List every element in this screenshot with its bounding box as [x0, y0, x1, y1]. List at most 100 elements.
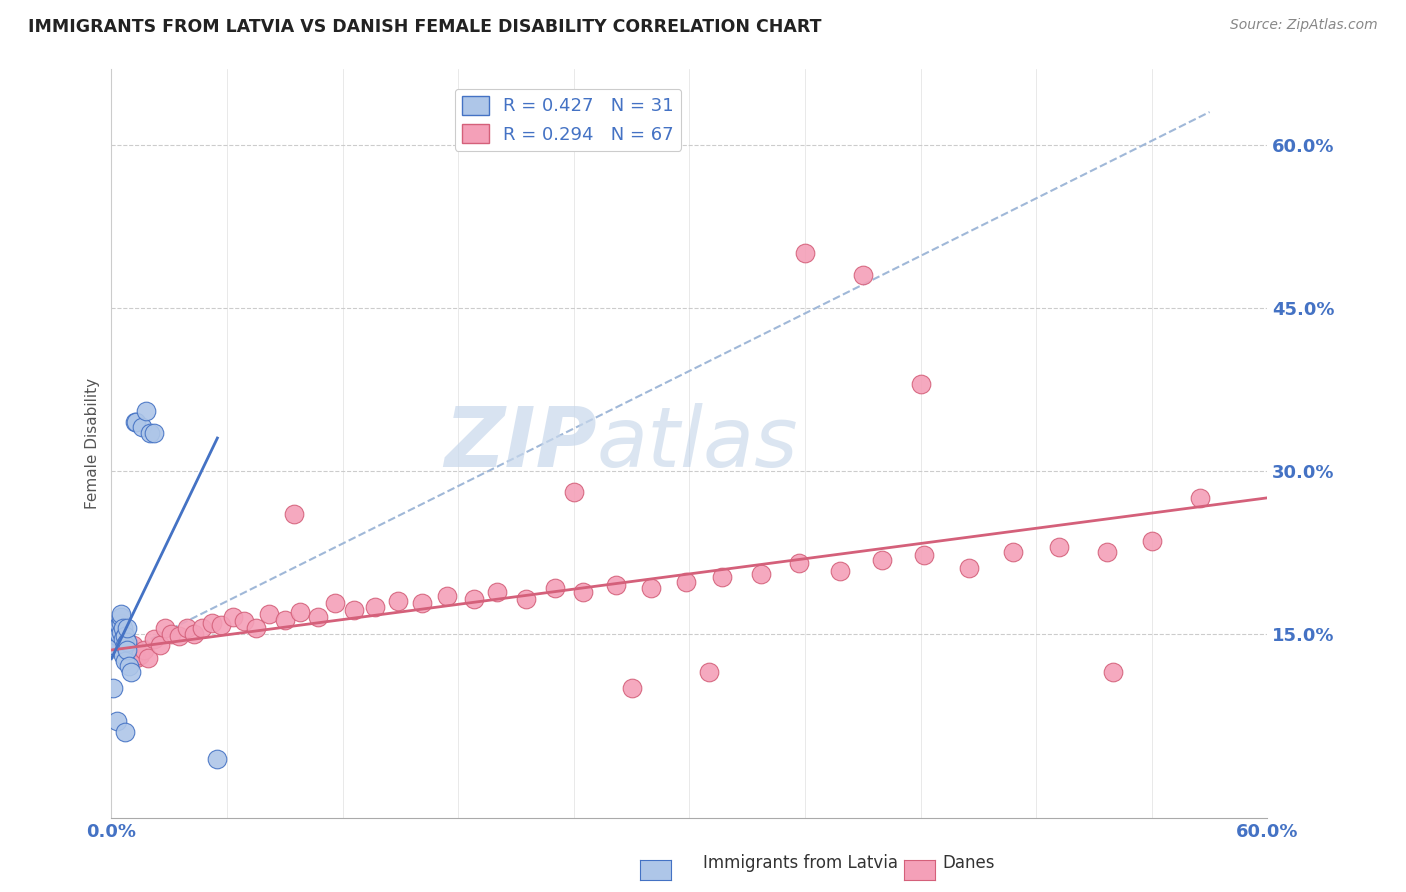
Point: [543, 581, 565, 595]
Point: [343, 603, 366, 617]
Point: [139, 425, 162, 440]
Point: [245, 621, 267, 635]
Point: [110, 615, 132, 630]
Point: [870, 553, 893, 567]
Point: [605, 578, 627, 592]
Y-axis label: Female Disability: Female Disability: [86, 378, 100, 509]
Point: [794, 246, 817, 260]
Point: [124, 646, 146, 660]
Point: [436, 589, 458, 603]
Point: [121, 638, 143, 652]
Point: [914, 549, 936, 563]
Point: [290, 605, 312, 619]
Point: [103, 681, 125, 695]
Point: [115, 635, 138, 649]
Point: [852, 268, 875, 282]
Point: [1047, 540, 1070, 554]
Point: [134, 643, 156, 657]
Point: [129, 648, 152, 663]
Point: [515, 591, 537, 606]
Point: [283, 507, 305, 521]
Point: [1002, 545, 1025, 559]
Point: [160, 626, 183, 640]
Point: [323, 596, 346, 610]
Point: [108, 632, 131, 647]
Point: [209, 618, 232, 632]
Point: [749, 566, 772, 581]
Point: [108, 621, 131, 635]
Point: [104, 638, 127, 652]
Point: [114, 724, 136, 739]
Point: [148, 638, 170, 652]
Point: [1102, 665, 1125, 679]
Point: [105, 714, 128, 728]
Point: [828, 564, 851, 578]
Text: atlas: atlas: [598, 403, 799, 484]
Point: [411, 596, 433, 610]
Point: [118, 659, 141, 673]
Point: [120, 665, 142, 679]
Point: [135, 404, 157, 418]
Point: [697, 665, 720, 679]
Point: [111, 629, 134, 643]
Point: [485, 585, 508, 599]
Point: [167, 629, 190, 643]
Point: [114, 638, 136, 652]
Point: [233, 614, 256, 628]
Point: [176, 621, 198, 635]
Point: [142, 632, 165, 647]
Point: [115, 621, 138, 635]
Point: [115, 635, 138, 649]
Point: [110, 610, 132, 624]
Point: [114, 629, 136, 643]
Text: IMMIGRANTS FROM LATVIA VS DANISH FEMALE DISABILITY CORRELATION CHART: IMMIGRANTS FROM LATVIA VS DANISH FEMALE …: [28, 18, 821, 36]
Text: Danes: Danes: [942, 855, 994, 872]
Point: [222, 610, 245, 624]
Point: [105, 626, 128, 640]
Text: Immigrants from Latvia: Immigrants from Latvia: [703, 855, 898, 872]
Point: [364, 599, 387, 614]
Point: [562, 485, 585, 500]
Point: [1188, 491, 1211, 505]
Point: [191, 621, 214, 635]
Point: [124, 415, 146, 429]
Text: Source: ZipAtlas.com: Source: ZipAtlas.com: [1230, 18, 1378, 32]
Point: [463, 591, 485, 606]
Point: [115, 643, 138, 657]
Point: [120, 643, 142, 657]
Point: [104, 632, 127, 647]
Point: [131, 420, 153, 434]
Text: ZIP: ZIP: [444, 403, 598, 484]
Point: [105, 640, 128, 654]
Point: [142, 425, 165, 440]
Point: [1097, 545, 1119, 559]
Point: [103, 632, 125, 647]
Point: [711, 570, 734, 584]
Point: [108, 618, 131, 632]
Point: [114, 632, 136, 647]
Point: [207, 752, 229, 766]
Point: [620, 681, 643, 695]
Point: [957, 561, 980, 575]
Point: [274, 613, 297, 627]
Point: [118, 640, 141, 654]
Point: [111, 621, 134, 635]
Point: [640, 581, 662, 595]
Point: [105, 629, 128, 643]
Point: [183, 626, 205, 640]
Point: [110, 624, 132, 639]
Point: [387, 594, 409, 608]
Point: [200, 615, 222, 630]
Point: [111, 632, 134, 647]
Point: [125, 650, 148, 665]
Point: [307, 610, 329, 624]
Point: [910, 376, 932, 391]
Point: [111, 648, 134, 663]
Point: [110, 626, 132, 640]
Point: [110, 607, 132, 621]
Point: [259, 607, 281, 621]
Point: [572, 585, 595, 599]
Point: [675, 574, 697, 589]
Point: [1140, 534, 1163, 549]
Point: [155, 621, 177, 635]
